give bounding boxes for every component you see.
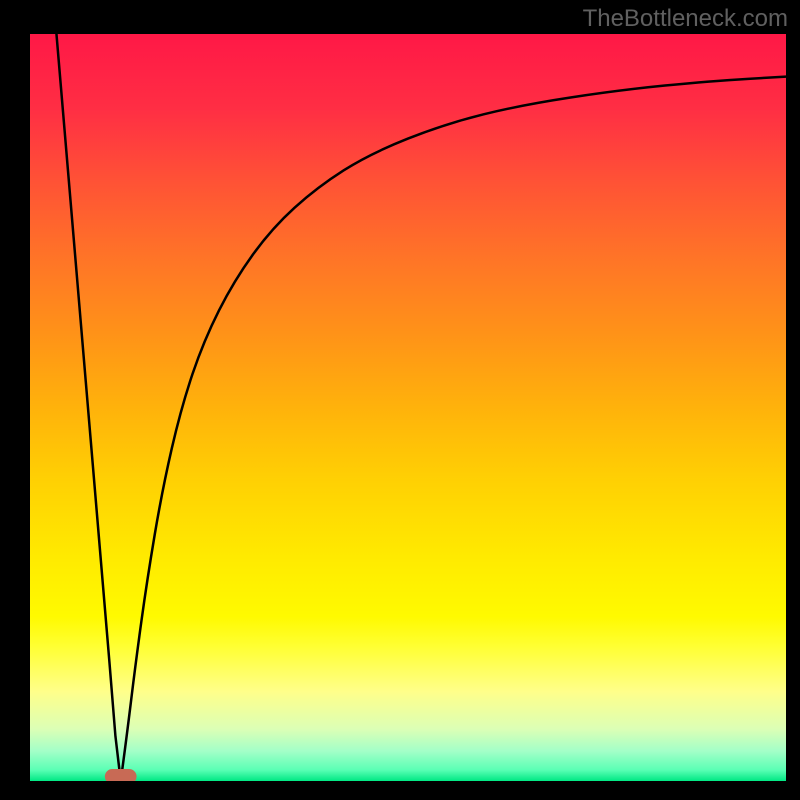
curve-right-branch	[121, 77, 786, 781]
frame-right	[786, 0, 800, 800]
bottleneck-curve-chart	[30, 34, 786, 781]
plot-area	[30, 34, 786, 781]
curve-left-branch	[56, 34, 120, 781]
frame-bottom	[0, 780, 800, 800]
frame-left	[0, 0, 30, 800]
minimum-marker	[105, 769, 137, 781]
watermark-text: TheBottleneck.com	[583, 5, 788, 33]
chart-canvas: TheBottleneck.com	[0, 0, 800, 800]
